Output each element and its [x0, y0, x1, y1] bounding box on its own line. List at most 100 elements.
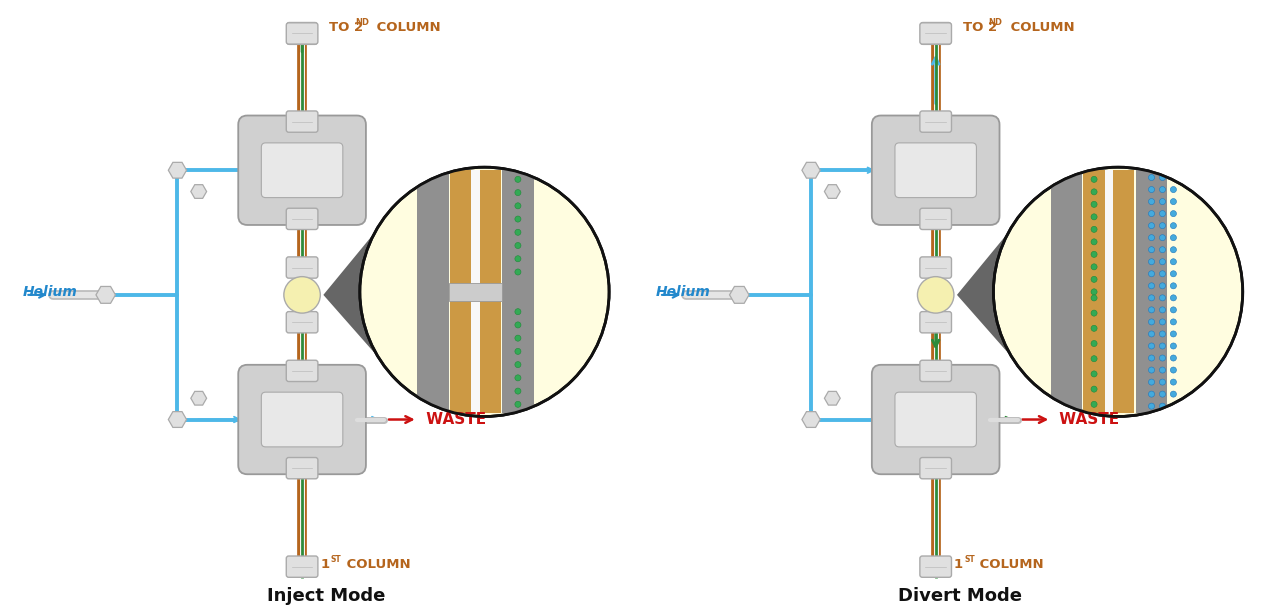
Circle shape	[1091, 276, 1097, 282]
Circle shape	[1160, 355, 1166, 361]
Circle shape	[1170, 271, 1176, 277]
Text: COLUMN: COLUMN	[1006, 21, 1074, 34]
FancyBboxPatch shape	[1051, 170, 1082, 413]
Circle shape	[1148, 235, 1155, 241]
Circle shape	[515, 335, 521, 341]
Circle shape	[1160, 379, 1166, 385]
Circle shape	[1160, 174, 1166, 181]
Circle shape	[1170, 187, 1176, 193]
FancyBboxPatch shape	[920, 311, 951, 333]
Circle shape	[1091, 356, 1097, 362]
Circle shape	[1148, 283, 1155, 289]
Circle shape	[1160, 223, 1166, 229]
Circle shape	[1160, 259, 1166, 265]
Circle shape	[1091, 386, 1097, 392]
FancyBboxPatch shape	[920, 111, 951, 132]
Circle shape	[1170, 319, 1176, 325]
Circle shape	[1091, 214, 1097, 220]
FancyBboxPatch shape	[502, 170, 534, 413]
Circle shape	[1170, 355, 1176, 361]
Text: COLUMN: COLUMN	[372, 21, 440, 34]
Circle shape	[1091, 239, 1097, 245]
Text: 1: 1	[320, 558, 329, 571]
Circle shape	[1170, 247, 1176, 253]
FancyBboxPatch shape	[920, 22, 951, 44]
Circle shape	[1148, 307, 1155, 313]
FancyBboxPatch shape	[480, 170, 500, 413]
Circle shape	[1148, 247, 1155, 253]
Polygon shape	[96, 286, 115, 303]
Circle shape	[515, 322, 521, 328]
Circle shape	[1160, 283, 1166, 289]
FancyBboxPatch shape	[895, 392, 977, 447]
Circle shape	[1160, 319, 1166, 325]
Circle shape	[1148, 319, 1155, 325]
Circle shape	[1091, 325, 1097, 331]
Text: WASTE: WASTE	[421, 412, 486, 427]
Circle shape	[515, 176, 521, 182]
Circle shape	[1160, 307, 1166, 313]
Circle shape	[1160, 235, 1166, 241]
Circle shape	[515, 401, 521, 407]
Circle shape	[515, 256, 521, 262]
Circle shape	[515, 203, 521, 209]
Circle shape	[515, 388, 521, 394]
Circle shape	[360, 167, 609, 416]
Circle shape	[1170, 199, 1176, 205]
Circle shape	[1148, 331, 1155, 337]
Circle shape	[515, 362, 521, 368]
FancyBboxPatch shape	[287, 556, 317, 578]
FancyBboxPatch shape	[895, 143, 977, 198]
Circle shape	[1091, 226, 1097, 232]
FancyBboxPatch shape	[920, 208, 951, 229]
Text: ST: ST	[964, 555, 975, 564]
FancyBboxPatch shape	[287, 257, 317, 278]
Circle shape	[515, 269, 521, 275]
Circle shape	[515, 243, 521, 249]
Circle shape	[1091, 251, 1097, 257]
FancyBboxPatch shape	[920, 556, 951, 578]
Circle shape	[515, 216, 521, 222]
Circle shape	[1148, 343, 1155, 349]
Polygon shape	[191, 185, 206, 198]
Polygon shape	[169, 162, 187, 178]
Text: TO 2: TO 2	[329, 21, 364, 34]
Circle shape	[1091, 401, 1097, 407]
FancyBboxPatch shape	[261, 392, 343, 447]
Polygon shape	[824, 185, 840, 198]
Circle shape	[1091, 289, 1097, 295]
FancyBboxPatch shape	[1105, 170, 1114, 413]
FancyBboxPatch shape	[872, 116, 1000, 225]
Circle shape	[1160, 331, 1166, 337]
FancyBboxPatch shape	[417, 170, 448, 413]
FancyBboxPatch shape	[471, 170, 480, 413]
FancyBboxPatch shape	[287, 457, 317, 479]
Circle shape	[515, 309, 521, 315]
FancyBboxPatch shape	[1135, 170, 1167, 413]
Circle shape	[1148, 403, 1155, 409]
Circle shape	[1091, 201, 1097, 207]
Circle shape	[1148, 379, 1155, 385]
FancyBboxPatch shape	[872, 365, 1000, 474]
Text: TO 2: TO 2	[963, 21, 997, 34]
Circle shape	[1170, 379, 1176, 385]
Polygon shape	[169, 412, 187, 427]
Circle shape	[1091, 340, 1097, 347]
Circle shape	[1091, 176, 1097, 182]
Circle shape	[1160, 210, 1166, 216]
FancyBboxPatch shape	[1083, 170, 1105, 413]
Circle shape	[1148, 174, 1155, 181]
Circle shape	[1170, 283, 1176, 289]
FancyBboxPatch shape	[287, 22, 317, 44]
Polygon shape	[324, 202, 490, 382]
Polygon shape	[957, 202, 1124, 382]
Circle shape	[1160, 295, 1166, 301]
Text: Helium: Helium	[657, 285, 710, 299]
Text: 1: 1	[954, 558, 963, 571]
Circle shape	[1091, 371, 1097, 377]
Circle shape	[1160, 343, 1166, 349]
Circle shape	[1160, 367, 1166, 373]
FancyBboxPatch shape	[1114, 170, 1134, 413]
Circle shape	[1160, 391, 1166, 397]
FancyBboxPatch shape	[920, 457, 951, 479]
